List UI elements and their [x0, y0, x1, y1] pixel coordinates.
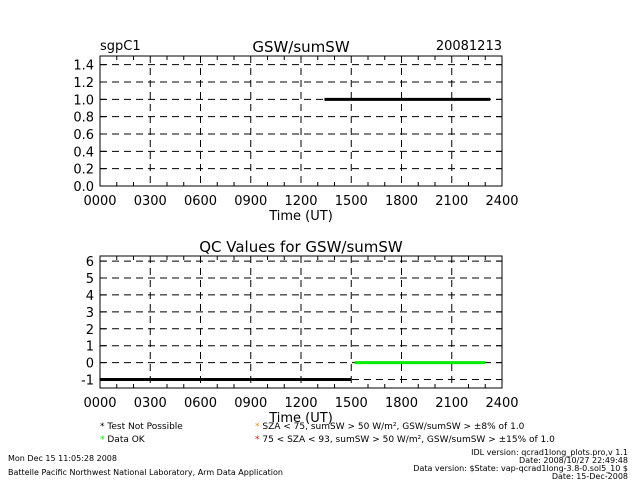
x-tick-label: 0600 — [184, 194, 217, 209]
run-date: Mon Dec 15 11:05:28 2008 — [8, 454, 117, 463]
x-tick-label: 0600 — [184, 396, 217, 411]
chart-title: QC Values for GSW/sumSW — [199, 238, 403, 256]
site-label: sgpC1 — [100, 39, 141, 54]
legend-symbol: * — [255, 435, 260, 445]
x-tick-label: 1800 — [385, 396, 418, 411]
y-tick-label: 0.6 — [73, 128, 94, 143]
y-tick-label: 0.8 — [73, 111, 94, 126]
legend-sza-lt-75: * SZA < 75, sumSW > 50 W/m², GSW/sumSW >… — [255, 423, 524, 432]
chart-title: GSW/sumSW — [252, 38, 349, 56]
x-tick-label: 0000 — [83, 194, 116, 209]
legend-text: SZA < 75, sumSW > 50 W/m², GSW/sumSW > ±… — [262, 422, 525, 432]
y-tick-label: 1 — [86, 340, 94, 355]
data-version: Data version: $State: vap-qcrad1long-3.8… — [413, 464, 628, 473]
idl-version: IDL version: qcrad1long_plots.pro,v 1.1 — [471, 448, 628, 457]
y-tick-label: 1.2 — [73, 76, 94, 91]
x-tick-label: 0300 — [134, 396, 167, 411]
x-tick-label: 1500 — [335, 396, 368, 411]
y-tick-label: 3 — [86, 306, 94, 321]
y-tick-label: 5 — [86, 272, 94, 287]
date-label: 20081213 — [436, 39, 502, 54]
lab-credit: Battelle Pacific Northwest National Labo… — [8, 468, 283, 477]
x-tick-label: 1500 — [335, 194, 368, 209]
legend-sza-75-93: * 75 < SZA < 93, sumSW > 50 W/m², GSW/su… — [255, 436, 555, 445]
x-tick-label: 2100 — [435, 194, 468, 209]
legend-text: Test Not Possible — [107, 422, 183, 432]
y-tick-label: 0 — [86, 357, 94, 372]
y-tick-label: 2 — [86, 323, 94, 338]
version-date: Date: 2008/10/27 22:49:48 — [519, 456, 628, 465]
legend-data-ok: * Data OK — [100, 436, 145, 445]
legend-text: Data OK — [107, 435, 145, 445]
x-tick-label: 2400 — [485, 396, 518, 411]
y-tick-label: 4 — [86, 289, 94, 304]
y-tick-label: 1.4 — [73, 59, 94, 74]
legend-symbol: * — [100, 435, 105, 445]
x-tick-label: 1200 — [284, 194, 317, 209]
legend-symbol: * — [100, 422, 105, 432]
x-axis-label: Time (UT) — [268, 411, 333, 426]
legend-text: 75 < SZA < 93, sumSW > 50 W/m², GSW/sumS… — [262, 435, 555, 445]
y-tick-label: -1 — [81, 374, 94, 389]
y-tick-label: 6 — [86, 255, 94, 270]
legend-symbol: * — [255, 422, 260, 432]
y-tick-label: 0.0 — [73, 180, 94, 195]
x-tick-label: 0900 — [234, 396, 267, 411]
x-tick-label: 1200 — [284, 396, 317, 411]
x-axis-label: Time (UT) — [268, 209, 333, 224]
x-tick-label: 0900 — [234, 194, 267, 209]
y-tick-label: 0.4 — [73, 145, 94, 160]
y-tick-label: 0.2 — [73, 163, 94, 178]
legend-test-not-possible: * Test Not Possible — [100, 423, 183, 432]
y-tick-label: 1.0 — [73, 93, 94, 108]
x-tick-label: 0300 — [134, 194, 167, 209]
x-tick-label: 2100 — [435, 396, 468, 411]
x-tick-label: 2400 — [485, 194, 518, 209]
x-tick-label: 0000 — [83, 396, 116, 411]
data-date: Date: 15-Dec-2008 — [551, 472, 628, 481]
x-tick-label: 1800 — [385, 194, 418, 209]
